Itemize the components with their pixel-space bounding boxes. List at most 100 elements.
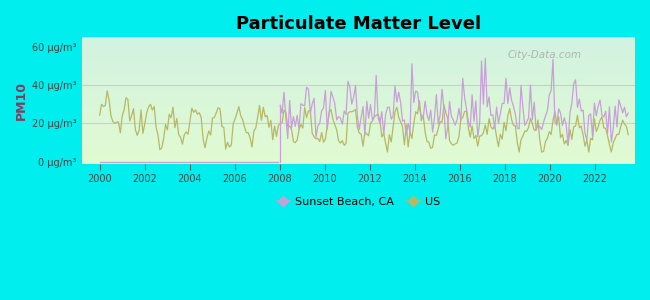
Bar (82, 97, 635, 98)
Bar (82, 136, 635, 137)
Bar (82, 75, 635, 76)
Bar (82, 71, 635, 72)
Bar (82, 70, 635, 71)
Bar (82, 147, 635, 148)
Bar (82, 95, 635, 96)
Bar (82, 124, 635, 125)
Title: Particulate Matter Level: Particulate Matter Level (236, 15, 481, 33)
Bar (82, 73, 635, 74)
Bar (82, 106, 635, 107)
Bar (82, 41, 635, 42)
Bar (82, 113, 635, 114)
Bar (82, 40, 635, 41)
Bar (82, 134, 635, 135)
Bar (82, 102, 635, 103)
Bar (82, 44, 635, 45)
Bar (82, 52, 635, 53)
Bar (82, 163, 635, 164)
Bar (82, 148, 635, 149)
Bar (82, 90, 635, 91)
Bar (82, 68, 635, 69)
Bar (82, 39, 635, 40)
Legend: Sunset Beach, CA, US: Sunset Beach, CA, US (272, 192, 445, 211)
Bar (82, 101, 635, 102)
Bar (82, 54, 635, 55)
Bar (82, 142, 635, 143)
Bar (82, 57, 635, 58)
Bar (82, 149, 635, 150)
Bar (82, 67, 635, 68)
Bar (82, 112, 635, 113)
Bar (82, 92, 635, 93)
Bar (82, 118, 635, 119)
Bar (82, 157, 635, 158)
Bar (82, 121, 635, 122)
Bar (82, 151, 635, 152)
Bar (82, 114, 635, 115)
Bar (82, 122, 635, 123)
Bar (82, 43, 635, 44)
Bar (82, 76, 635, 77)
Bar (82, 154, 635, 155)
Bar (82, 94, 635, 95)
Bar (82, 62, 635, 63)
Y-axis label: PM10: PM10 (15, 81, 28, 120)
Bar (82, 69, 635, 70)
Bar (82, 110, 635, 111)
Bar (82, 104, 635, 105)
Bar (82, 143, 635, 144)
Bar (82, 63, 635, 64)
Bar (82, 79, 635, 80)
Bar (82, 115, 635, 116)
Bar (82, 160, 635, 161)
Bar (82, 159, 635, 160)
Bar (82, 83, 635, 84)
Bar (82, 42, 635, 43)
Bar (82, 145, 635, 146)
Bar (82, 80, 635, 81)
Bar (82, 84, 635, 85)
Bar (82, 141, 635, 142)
Bar (82, 109, 635, 110)
Bar (82, 161, 635, 162)
Bar (82, 119, 635, 120)
Bar (82, 160, 635, 161)
Bar (82, 58, 635, 59)
Bar (82, 150, 635, 151)
Bar (82, 81, 635, 82)
Bar (82, 55, 635, 56)
Bar (82, 48, 635, 49)
Bar (82, 140, 635, 141)
Bar (82, 77, 635, 78)
Bar (82, 135, 635, 136)
Bar (82, 120, 635, 121)
Bar (82, 156, 635, 157)
Bar (82, 88, 635, 89)
Bar (82, 85, 635, 86)
Bar (82, 60, 635, 61)
Bar (82, 51, 635, 52)
Bar (82, 65, 635, 66)
Bar (82, 98, 635, 99)
Bar (82, 38, 635, 39)
Bar (82, 53, 635, 54)
Bar (82, 137, 635, 138)
Bar (82, 96, 635, 97)
Bar (82, 117, 635, 118)
Bar (82, 116, 635, 117)
Bar (82, 132, 635, 133)
Bar (82, 64, 635, 65)
Bar (82, 61, 635, 62)
Bar (82, 146, 635, 147)
Bar (82, 129, 635, 130)
Bar (82, 103, 635, 104)
Bar (82, 155, 635, 156)
Bar (82, 126, 635, 127)
Bar (82, 45, 635, 46)
Bar (82, 152, 635, 153)
Bar (82, 133, 635, 134)
Bar (82, 158, 635, 159)
Bar (82, 78, 635, 79)
Bar (82, 162, 635, 163)
Bar (82, 47, 635, 48)
